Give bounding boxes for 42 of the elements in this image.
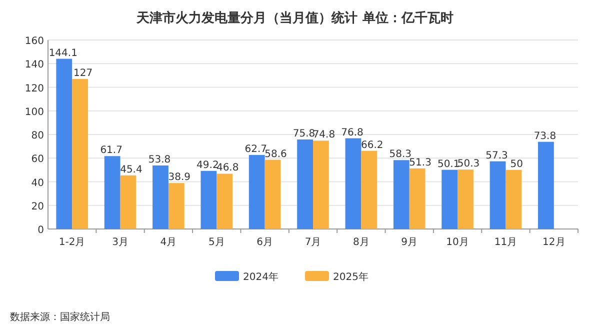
y-tick-label: 40 [31,178,44,189]
x-tick-label: 5月 [208,237,225,248]
x-tick-label: 6月 [256,237,274,248]
data-label: 74.8 [312,130,336,141]
y-tick-label: 140 [24,60,44,71]
data-label: 57.3 [486,150,508,162]
data-label: 50.1 [437,158,460,170]
data-label: 50 [510,158,524,170]
data-label: 66.2 [361,140,384,151]
legend-label: 2024年 [243,271,278,283]
data-label: 50.3 [457,158,480,170]
data-label: 144.1 [48,48,78,59]
x-tick-label: 10月 [446,237,469,248]
data-label: 58.6 [264,148,287,160]
data-label: 61.7 [100,145,122,156]
x-tick-label: 8月 [352,237,370,248]
y-tick-label: 160 [24,36,44,47]
source-note: 数据来源：国家统计局 [10,311,110,323]
data-label: 62.7 [244,144,267,155]
y-tick-label: 60 [31,154,44,166]
x-tick-label: 3月 [112,237,128,248]
y-tick-label: 0 [38,225,44,236]
y-tick-label: 80 [31,130,44,142]
data-label: 73.8 [534,130,556,142]
data-label: 38.9 [168,172,191,184]
y-tick-label: 120 [24,83,44,94]
data-label: 76.8 [341,127,364,138]
x-tick-label: 11月 [494,237,518,248]
y-tick-label: 20 [31,201,44,212]
x-tick-label: 4月 [160,237,177,248]
legend-label: 2025年 [333,271,368,283]
y-tick-label: 100 [24,106,44,118]
x-tick-label: 1-2月 [58,237,86,248]
x-tick-label: 12月 [542,237,566,248]
data-label: 127 [73,68,93,79]
data-label: 75.8 [292,128,316,140]
x-tick-label: 9月 [401,237,418,248]
data-label: 45.4 [120,164,142,176]
title: 天津市火力发电量分月（当月值）统计 单位：亿千瓦时 [136,11,454,26]
x-tick-label: 7月 [304,237,322,248]
data-label: 53.8 [148,154,171,166]
data-label: 51.3 [409,157,432,168]
